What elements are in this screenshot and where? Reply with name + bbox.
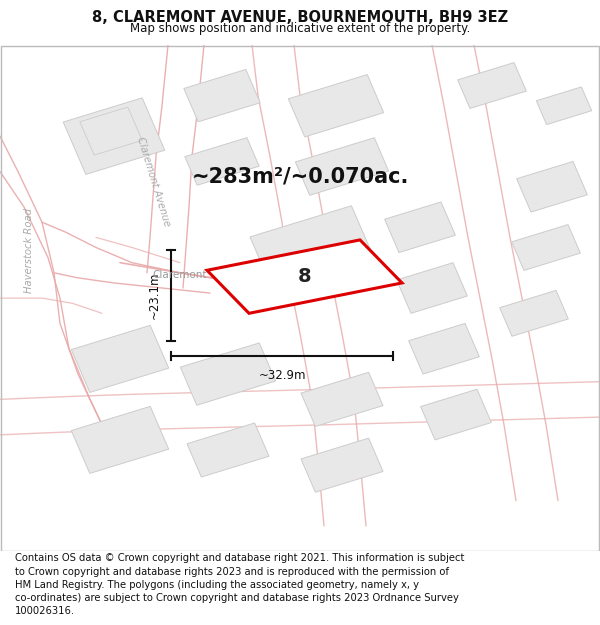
Polygon shape (71, 406, 169, 473)
Text: 8, CLAREMONT AVENUE, BOURNEMOUTH, BH9 3EZ: 8, CLAREMONT AVENUE, BOURNEMOUTH, BH9 3E… (92, 10, 508, 25)
Polygon shape (536, 87, 592, 124)
Polygon shape (301, 372, 383, 426)
Polygon shape (512, 224, 580, 271)
Text: Claremont: Claremont (153, 271, 207, 281)
Polygon shape (517, 161, 587, 212)
Text: Contains OS data © Crown copyright and database right 2021. This information is : Contains OS data © Crown copyright and d… (15, 554, 464, 616)
Polygon shape (289, 74, 383, 137)
Text: Haverstock Road: Haverstock Road (24, 208, 34, 292)
Text: ~23.1m: ~23.1m (148, 272, 161, 319)
Polygon shape (63, 98, 165, 174)
Text: 8: 8 (298, 267, 311, 286)
Polygon shape (397, 262, 467, 313)
Polygon shape (500, 291, 568, 336)
Polygon shape (184, 69, 260, 122)
Text: Claremont Avenue: Claremont Avenue (134, 136, 172, 228)
Text: ~32.9m: ~32.9m (258, 369, 306, 382)
Polygon shape (295, 138, 389, 195)
Polygon shape (409, 324, 479, 374)
Polygon shape (185, 138, 259, 185)
Polygon shape (181, 343, 275, 405)
Polygon shape (458, 62, 526, 108)
Polygon shape (385, 202, 455, 252)
Polygon shape (71, 326, 169, 392)
Polygon shape (421, 389, 491, 440)
Text: Map shows position and indicative extent of the property.: Map shows position and indicative extent… (130, 22, 470, 35)
Polygon shape (80, 107, 142, 155)
Polygon shape (250, 206, 374, 289)
Text: ~283m²/~0.070ac.: ~283m²/~0.070ac. (191, 167, 409, 187)
Polygon shape (187, 423, 269, 477)
Polygon shape (207, 240, 402, 313)
Polygon shape (301, 438, 383, 493)
